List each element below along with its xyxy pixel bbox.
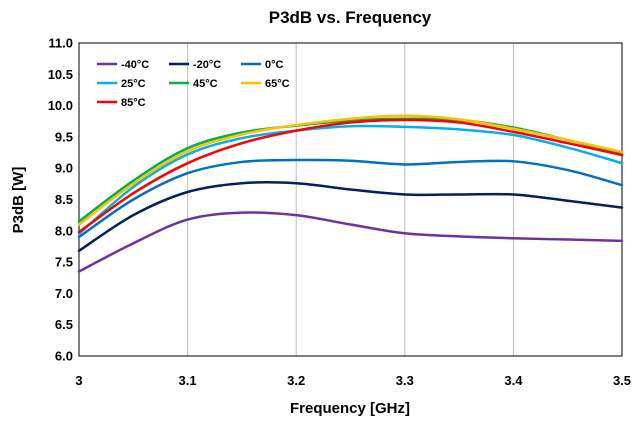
- legend-label-85c: 85°C: [121, 97, 146, 109]
- y-tick-label: 10.0: [48, 98, 73, 113]
- y-tick-label: 6.0: [55, 349, 73, 364]
- plot-area: [78, 42, 623, 357]
- x-tick-label: 3: [75, 373, 82, 388]
- x-tick-label: 3.3: [396, 373, 414, 388]
- y-tick-label: 7.0: [55, 286, 73, 301]
- legend-label-0c: 0°C: [265, 59, 284, 71]
- y-tick-label: 8.0: [55, 223, 73, 238]
- y-tick-label: 11.0: [48, 36, 73, 51]
- legend-label-25c: 25°C: [121, 78, 146, 90]
- series-line-85c: [77, 118, 624, 234]
- y-tick-label: 8.5: [55, 192, 73, 207]
- series-line-minus-20c: [77, 181, 624, 253]
- x-tick-label: 3.2: [287, 373, 305, 388]
- legend-label-65c: 65°C: [265, 78, 290, 90]
- y-tick-label: 6.5: [55, 317, 73, 332]
- x-tick-label: 3.5: [613, 373, 631, 388]
- x-axis-ticks: 3 3.1 3.2 3.3 3.4 3.5: [75, 373, 631, 388]
- y-tick-label: 9.5: [55, 129, 73, 144]
- y-tick-label: 9.0: [55, 161, 73, 176]
- series-line-minus-40c: [77, 211, 624, 273]
- legend: -40°C -20°C 0°C 25°C 45°C 65°C 85°C: [97, 59, 290, 109]
- x-tick-label: 3.1: [179, 373, 197, 388]
- gridlines: [187, 43, 514, 356]
- y-tick-label: 7.5: [55, 255, 73, 270]
- x-tick-label: 3.4: [504, 373, 523, 388]
- series-line-0c: [77, 158, 624, 239]
- legend-label-minus-20c: -20°C: [193, 59, 221, 71]
- chart-title: P3dB vs. Frequency: [269, 8, 432, 27]
- x-axis-label: Frequency [GHz]: [290, 400, 410, 417]
- legend-label-45c: 45°C: [193, 78, 218, 90]
- series-line-65c: [77, 114, 624, 226]
- series-line-25c: [77, 124, 624, 236]
- y-axis-ticks: 6.0 6.5 7.0 7.5 8.0 8.5 9.0 9.5 10.0 10.5 11.0: [48, 36, 73, 364]
- series-lines: [77, 114, 624, 273]
- y-tick-label: 10.5: [48, 67, 73, 82]
- legend-label-minus-40c: -40°C: [121, 59, 149, 71]
- y-axis-label: P3dB [W]: [10, 167, 27, 234]
